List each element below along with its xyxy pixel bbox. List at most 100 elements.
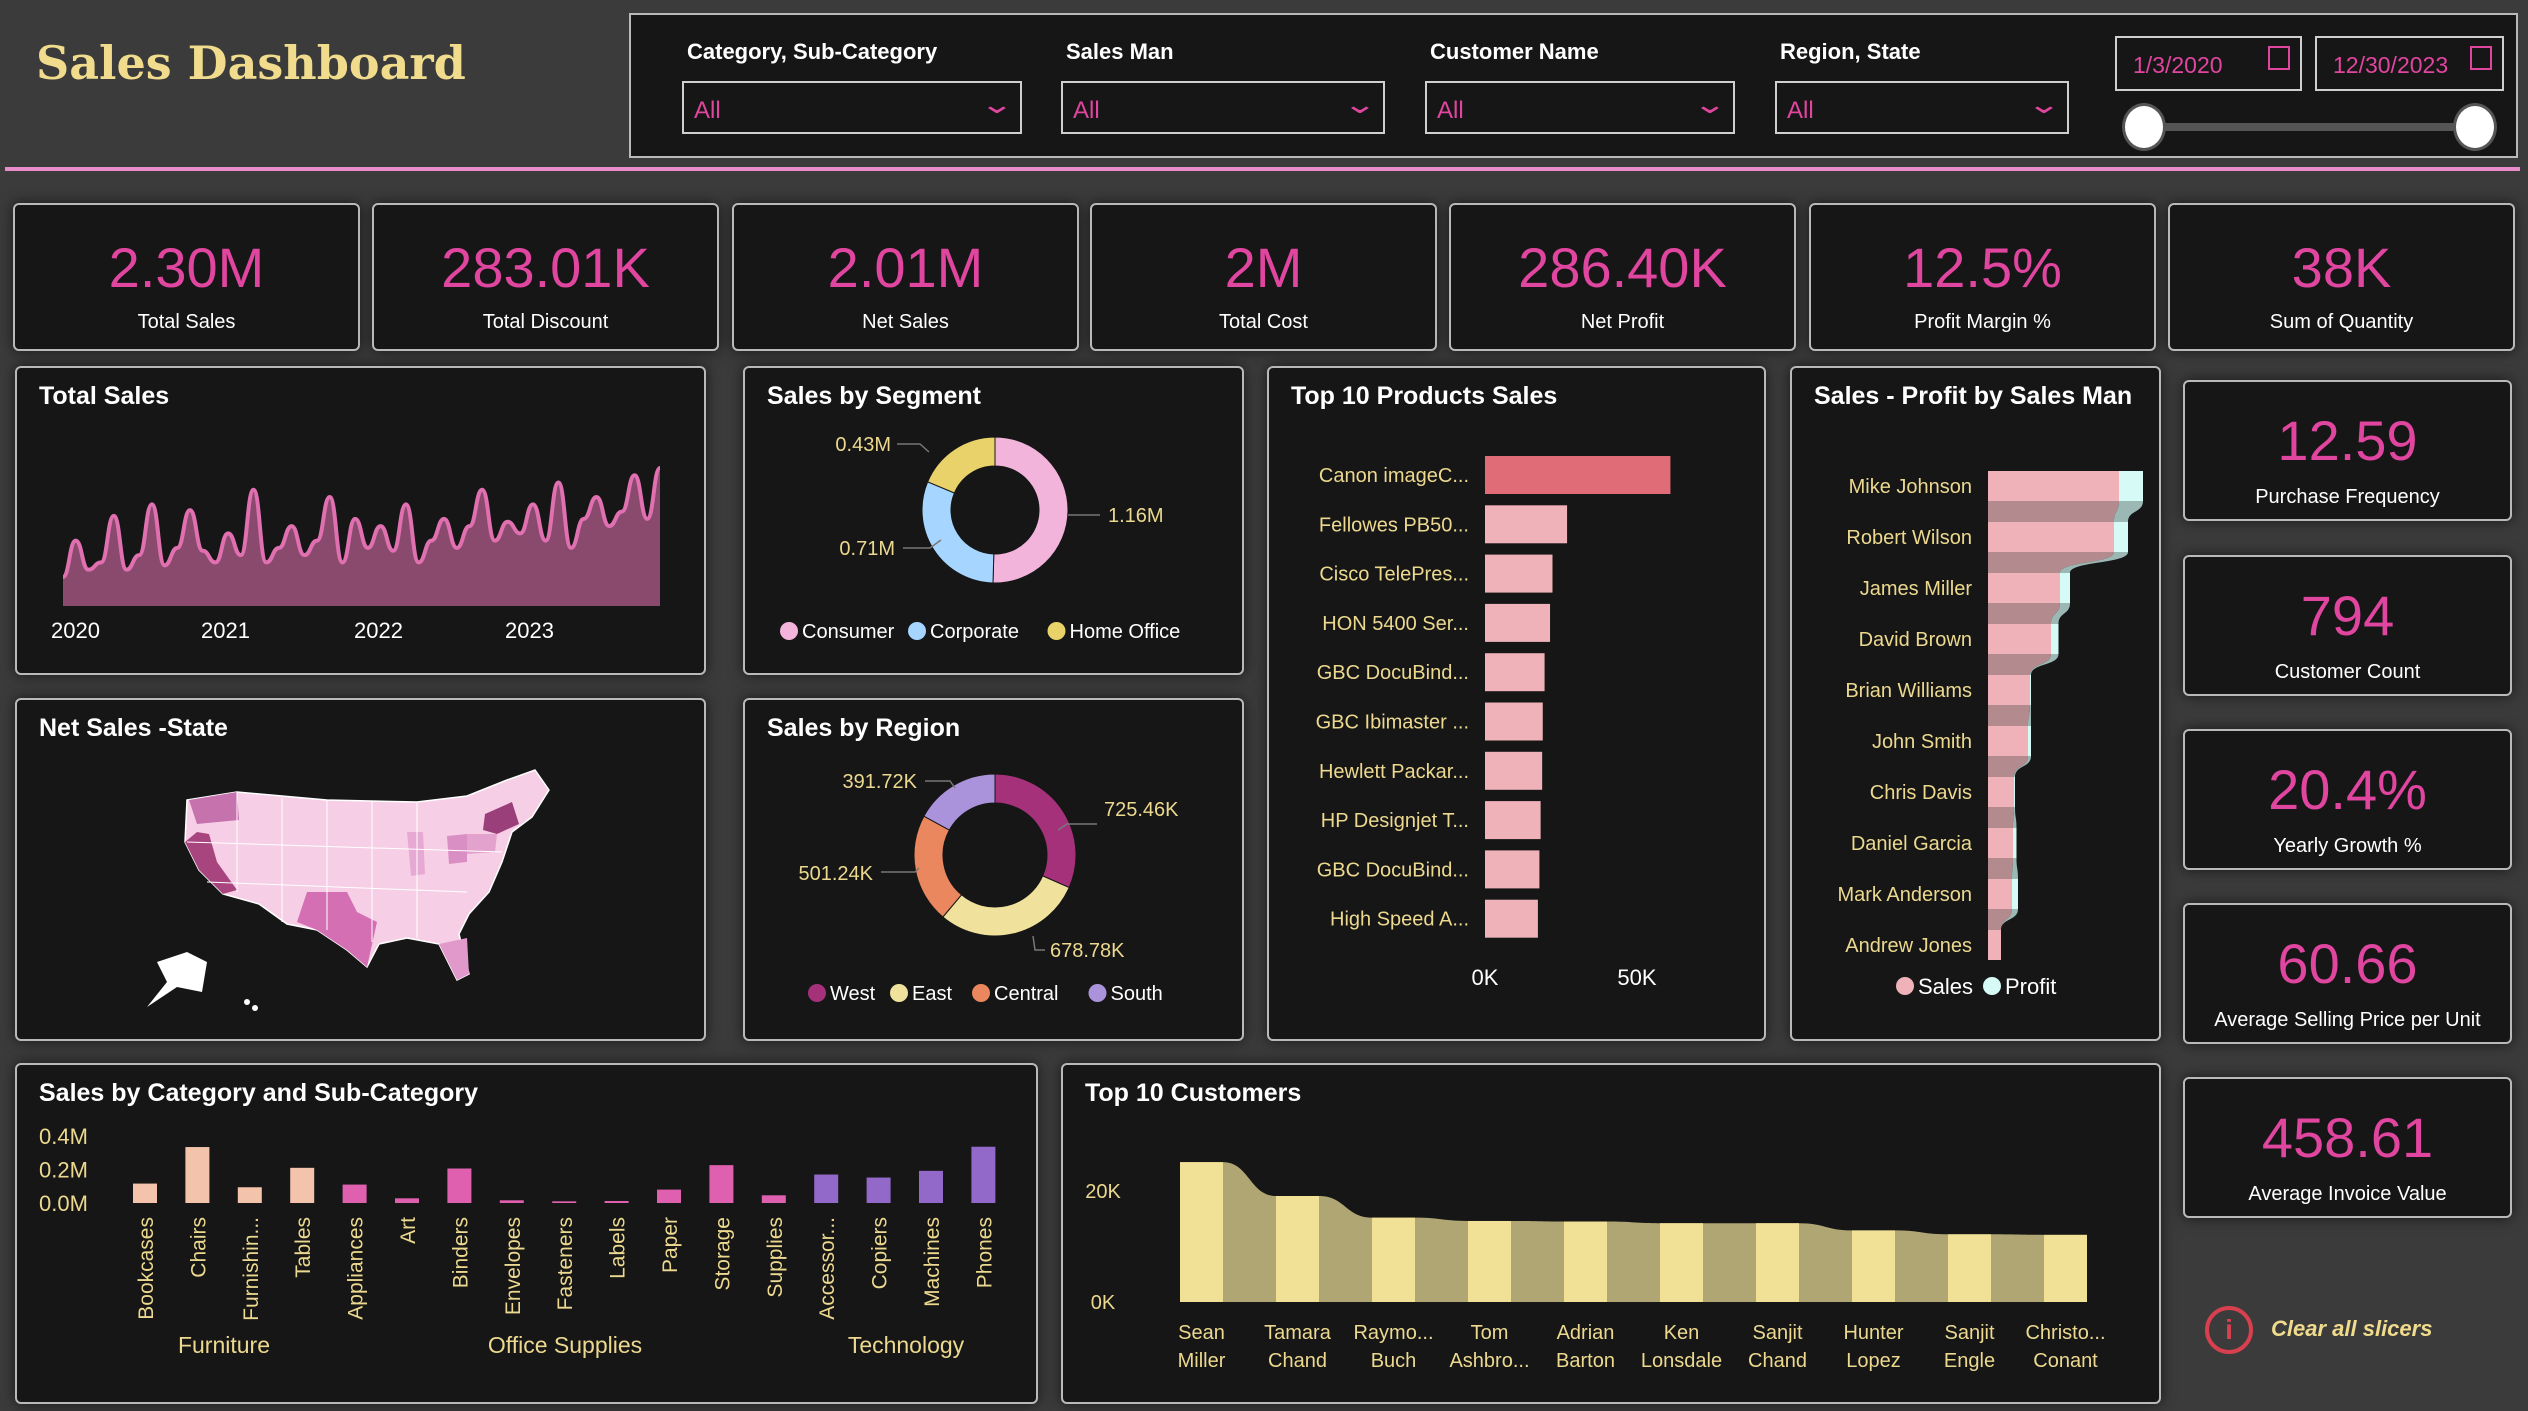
profit-bar[interactable] [2060, 573, 2070, 603]
customer-bar[interactable] [2044, 1234, 2087, 1302]
product-label: GBC DocuBind... [1317, 859, 1469, 881]
map-state-washington[interactable] [189, 792, 239, 824]
start-date-input[interactable]: 1/3/2020 [2115, 36, 2302, 91]
profit-bar[interactable] [2119, 471, 2143, 501]
map-state-texas[interactable] [297, 892, 377, 967]
sales-bar[interactable] [1988, 624, 2051, 654]
map-state-florida[interactable] [439, 938, 469, 980]
profit-bar[interactable] [2014, 777, 2015, 807]
customer-bar[interactable] [1756, 1223, 1799, 1302]
customer-bar[interactable] [1660, 1223, 1703, 1302]
product-bar[interactable] [1485, 751, 1543, 790]
end-date-input[interactable]: 12/30/2023 [2315, 36, 2504, 91]
category-bar[interactable] [395, 1198, 419, 1203]
map-state-ohio[interactable] [447, 834, 467, 864]
dropdown-value: All [1787, 97, 1814, 124]
customer-bar[interactable] [1276, 1195, 1319, 1302]
map-state-new-york[interactable] [483, 802, 519, 834]
category-bar[interactable] [237, 1187, 262, 1203]
category-bar[interactable] [133, 1183, 157, 1203]
product-label: HON 5400 Ser... [1322, 613, 1469, 635]
salesman-label: Chris Davis [1870, 782, 1972, 804]
customer-bar[interactable] [1180, 1162, 1223, 1302]
profit-bar[interactable] [2012, 879, 2018, 909]
customer-bar[interactable] [1372, 1217, 1415, 1302]
category-bar[interactable] [971, 1146, 996, 1203]
category-bar[interactable] [604, 1200, 629, 1203]
product-bar[interactable] [1485, 603, 1551, 642]
profit-bar[interactable] [2028, 726, 2031, 756]
region-dropdown[interactable]: All ⌄ [1775, 81, 2069, 134]
customer-bar[interactable] [1564, 1221, 1607, 1302]
profit-bar[interactable] [2051, 624, 2059, 654]
sales-bar[interactable] [1988, 930, 2001, 960]
category-bar[interactable] [814, 1174, 839, 1203]
category-bar[interactable] [552, 1201, 577, 1203]
product-bar[interactable] [1485, 554, 1553, 593]
donut-slice-corporate[interactable] [921, 481, 995, 584]
product-bar[interactable] [1485, 456, 1671, 494]
product-bar[interactable] [1485, 653, 1545, 692]
category-bar[interactable] [866, 1177, 891, 1203]
product-bar[interactable] [1485, 899, 1538, 938]
kpi-label: Total Sales [137, 311, 236, 333]
profit-bar[interactable] [2030, 675, 2031, 705]
donut-slice-east[interactable] [942, 875, 1070, 937]
sales-bar[interactable] [1988, 573, 2060, 603]
x-tick-label: 2020 [51, 618, 100, 643]
product-bar[interactable] [1485, 702, 1543, 741]
end-date-value: 12/30/2023 [2333, 52, 2449, 78]
customer-label: Conant [2033, 1350, 2098, 1372]
map-state-pennsylvania[interactable] [467, 834, 497, 854]
donut-slice-home-office[interactable] [926, 436, 996, 494]
category-bar[interactable] [709, 1165, 734, 1203]
sales-bar[interactable] [1988, 879, 2012, 909]
category-bar[interactable] [761, 1195, 786, 1203]
sales-bar[interactable] [1988, 828, 2013, 858]
product-bar[interactable] [1485, 505, 1568, 544]
date-slider-start-handle[interactable] [2122, 103, 2166, 151]
kpi-value: 2M [1224, 236, 1303, 299]
sales-bar[interactable] [1988, 675, 2030, 705]
map-state-hawaii[interactable] [252, 1005, 258, 1011]
customer-bar[interactable] [1948, 1234, 1991, 1302]
calendar-icon[interactable] [2470, 46, 2492, 70]
us-state-map[interactable] [17, 700, 704, 1039]
category-dropdown[interactable]: All ⌄ [682, 81, 1022, 134]
donut-slice-consumer[interactable] [992, 436, 1069, 584]
clear-all-slicers-button[interactable]: i Clear all slicers [2205, 1306, 2505, 1354]
category-bar[interactable] [919, 1170, 943, 1203]
salesman-ribbon-chart: Mike Johnson Robert Wilson James Miller Dav… [1837, 471, 2143, 999]
customer-dropdown[interactable]: All ⌄ [1425, 81, 1735, 134]
customer-bar[interactable] [1468, 1220, 1511, 1302]
sales-bar[interactable] [1988, 726, 2028, 756]
profit-bar[interactable] [2114, 522, 2128, 552]
category-bar[interactable] [447, 1168, 472, 1203]
map-state-illinois[interactable] [407, 832, 425, 876]
donut-slice-south[interactable] [923, 773, 996, 831]
profit-ribbon [2001, 909, 2018, 930]
map-state-alaska[interactable] [147, 952, 207, 1007]
profit-bar[interactable] [2013, 828, 2017, 858]
sales-bar[interactable] [1988, 522, 2114, 552]
donut-slice-west[interactable] [994, 773, 1077, 889]
sales-bar[interactable] [1988, 471, 2119, 501]
date-slider-end-handle[interactable] [2453, 103, 2497, 151]
category-bar[interactable] [185, 1147, 210, 1203]
customer-bar[interactable] [1852, 1230, 1895, 1302]
map-state-california[interactable] [185, 832, 237, 894]
category-bar[interactable] [290, 1167, 315, 1203]
sales-bar[interactable] [1988, 777, 2014, 807]
kpi-card: 2.30M Total Sales [13, 203, 360, 351]
salesman-dropdown[interactable]: All ⌄ [1061, 81, 1385, 134]
category-bar[interactable] [499, 1200, 524, 1203]
calendar-icon[interactable] [2268, 46, 2290, 70]
category-bar[interactable] [342, 1184, 367, 1203]
product-bar[interactable] [1485, 850, 1540, 889]
donut-slice-central[interactable] [913, 815, 963, 918]
map-state-hawaii[interactable] [244, 999, 250, 1005]
product-bar[interactable] [1485, 801, 1541, 840]
salesman-label: Mark Anderson [1837, 884, 1972, 906]
category-bar[interactable] [657, 1189, 681, 1203]
date-range-slider-track[interactable] [2144, 123, 2475, 131]
